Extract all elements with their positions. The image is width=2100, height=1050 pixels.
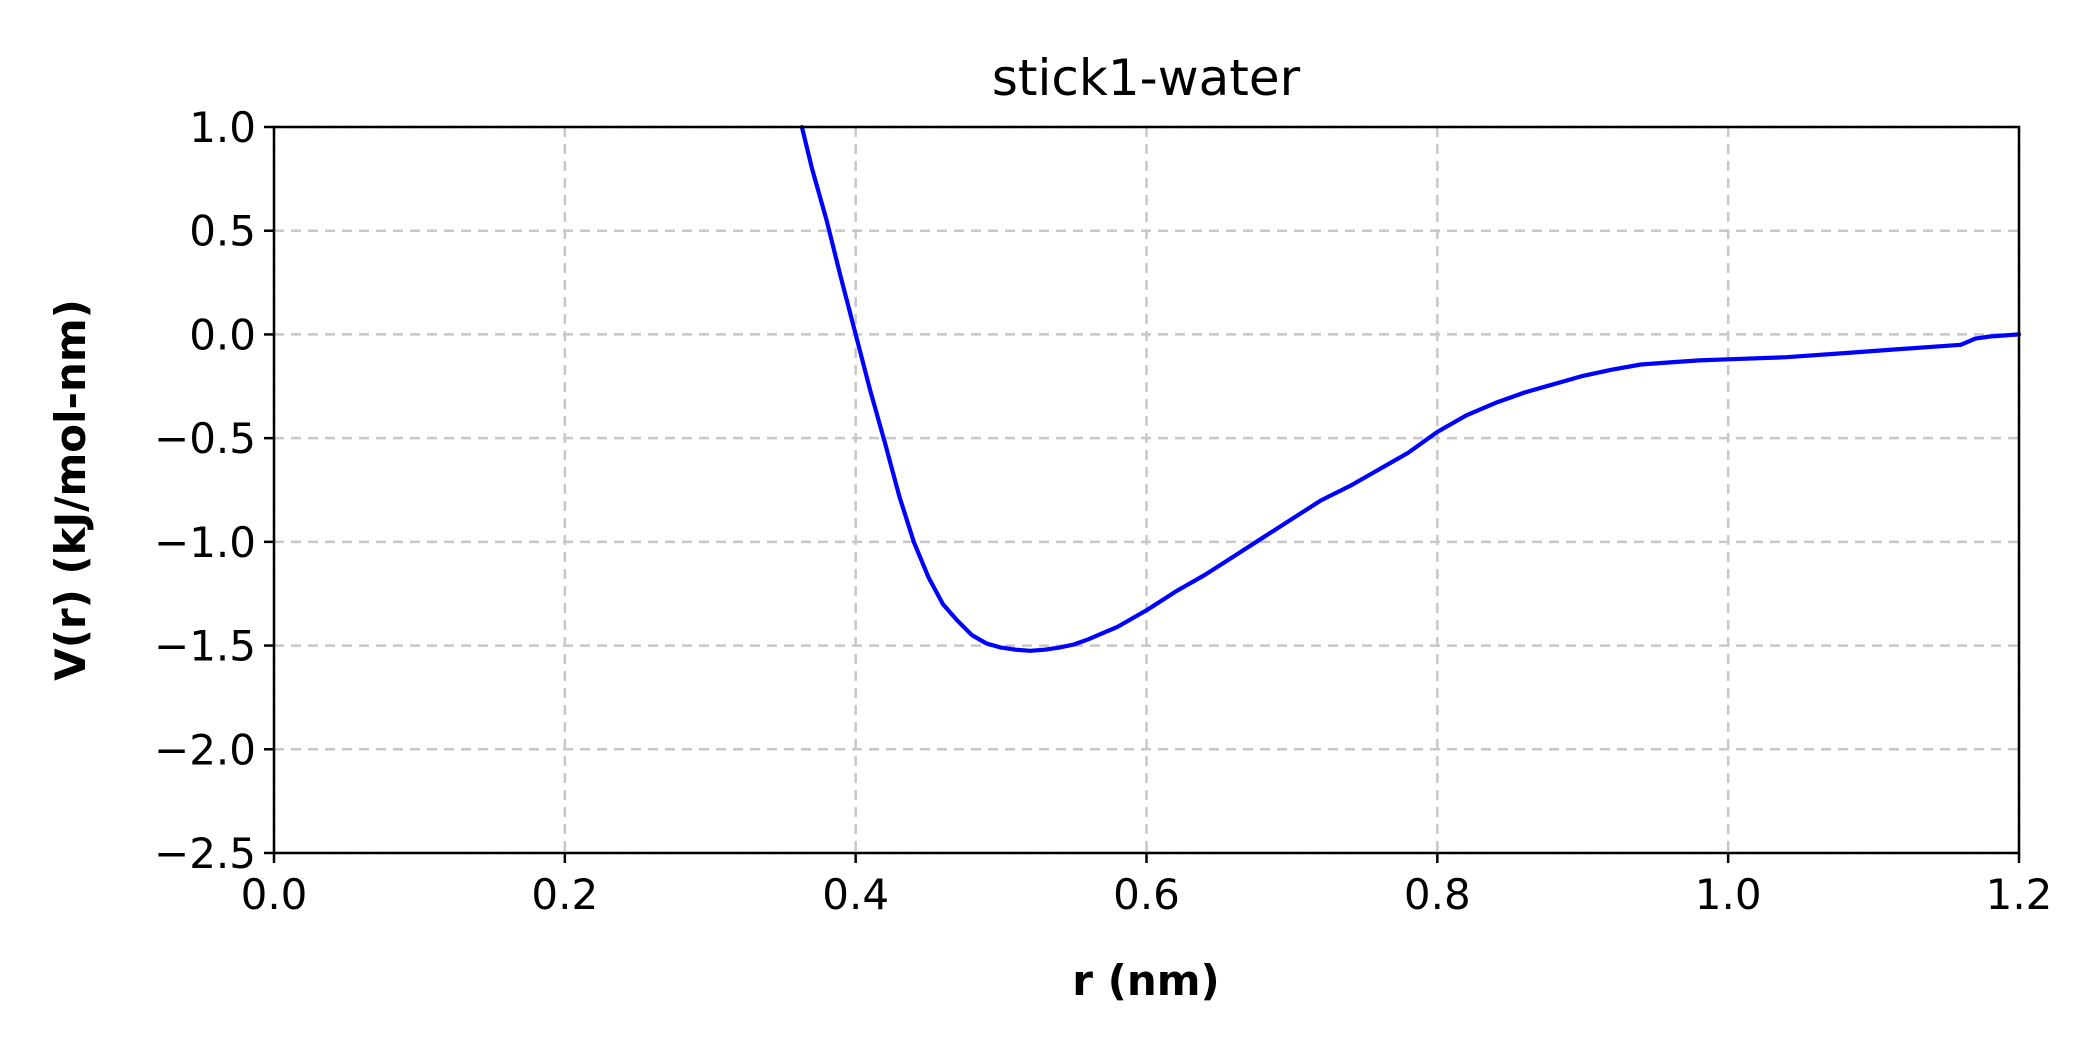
y-tick-label: −2.5: [154, 829, 256, 878]
x-tick-label: 0.8: [1404, 870, 1471, 919]
x-tick-label: 0.4: [822, 870, 889, 919]
y-tick-label: 0.0: [189, 310, 256, 359]
x-tick-label: 1.2: [1986, 870, 2053, 919]
y-tick-label: −2.0: [154, 725, 256, 774]
x-tick-label: 0.2: [531, 870, 598, 919]
x-tick-label: 0.0: [241, 870, 308, 919]
x-axis-label: r (nm): [1072, 956, 1219, 1005]
y-axis: 1.0 0.5 0.0 −0.5 −1.0 −1.5 −2.0 −2.5: [154, 103, 274, 878]
y-axis-label: V(r) (kJ/mol-nm): [46, 299, 95, 681]
y-tick-label: −0.5: [154, 414, 256, 463]
chart-title: stick1-water: [992, 49, 1301, 107]
x-tick-label: 0.6: [1113, 870, 1180, 919]
y-tick-label: −1.0: [154, 518, 256, 567]
y-tick-label: −1.5: [154, 622, 256, 671]
series-line: [799, 124, 2022, 653]
y-tick-label: 0.5: [189, 207, 256, 256]
y-tick-label: 1.0: [189, 103, 256, 152]
x-axis: 0.0 0.2 0.4 0.6 0.8 1.0 1.2: [241, 853, 2053, 919]
grid: [272, 125, 2021, 855]
x-tick-label: 1.0: [1695, 870, 1762, 919]
series-group: [799, 124, 2022, 653]
